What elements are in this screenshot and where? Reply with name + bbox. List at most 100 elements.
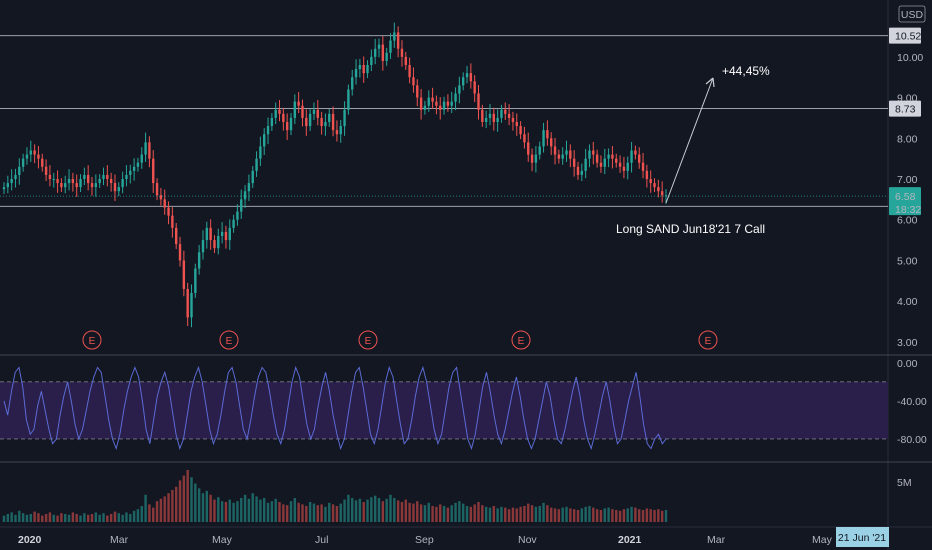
candle-body <box>37 154 40 159</box>
candle-body <box>94 183 98 188</box>
candle-body <box>52 179 55 180</box>
volume-bar <box>274 498 277 522</box>
volume-bar <box>232 502 235 522</box>
candle-body <box>144 142 147 155</box>
candle-body <box>638 154 641 163</box>
volume-bar <box>29 514 32 522</box>
earnings-marker-circle <box>82 330 102 350</box>
earnings-marker-circle <box>358 330 378 350</box>
price-tick-label: 6.00 <box>897 215 918 227</box>
volume-bar <box>6 514 10 522</box>
cci-line <box>3 365 667 451</box>
volume-bar <box>473 504 476 522</box>
candle-body <box>588 150 591 159</box>
price-tick-label: 8.00 <box>897 133 918 145</box>
candle-body <box>213 240 216 249</box>
volume-bar <box>370 497 373 522</box>
volume-bar <box>2 515 6 522</box>
candle-body <box>102 174 105 179</box>
candle-body <box>412 77 415 86</box>
candle-body <box>607 154 610 159</box>
volume-bar <box>373 495 377 522</box>
projection-arrow[interactable] <box>665 77 714 204</box>
candle-body <box>14 174 17 179</box>
volume-bar <box>362 502 365 522</box>
candle-body <box>132 166 136 171</box>
candle-body <box>396 32 400 49</box>
candle-body <box>305 117 308 127</box>
candle-body <box>527 142 530 155</box>
volume-bar <box>282 504 285 522</box>
volume-bar <box>41 515 44 522</box>
volume-bar <box>335 506 339 522</box>
volume-bar <box>592 507 595 522</box>
candle-body <box>419 97 423 110</box>
volume-bar <box>339 503 342 522</box>
volume-bar <box>446 507 450 522</box>
time-tick-label: Mar <box>110 534 129 546</box>
volume-bar <box>488 507 492 522</box>
candle-body <box>611 154 614 159</box>
candle-body <box>366 65 369 74</box>
candle-body <box>569 150 572 159</box>
volume-bar <box>599 510 603 522</box>
price-tick-label: 5.00 <box>897 255 918 267</box>
candle-body <box>557 154 561 159</box>
candle-body <box>534 154 538 163</box>
candle-body <box>289 117 293 131</box>
candle-body <box>634 150 637 155</box>
volume-bar <box>197 488 201 522</box>
candle-body <box>603 158 606 167</box>
volume-bar <box>523 506 526 522</box>
candle-body <box>576 166 580 175</box>
volume-bar <box>450 505 453 522</box>
candle-body <box>550 138 553 147</box>
volume-bar <box>435 506 438 522</box>
volume-bar <box>263 498 266 522</box>
date-tag-label: 21 Jun '21 <box>838 532 886 544</box>
volume-bar <box>297 502 300 522</box>
volume-bar <box>358 498 362 522</box>
candle-body <box>507 113 511 118</box>
volume-bar <box>550 507 553 522</box>
volume-bar <box>569 508 572 522</box>
candle-body <box>224 231 228 241</box>
candle-body <box>351 77 354 90</box>
candle-body <box>377 44 381 49</box>
volume-bar <box>266 502 270 522</box>
volume-bar <box>641 510 645 522</box>
volume-bar <box>320 504 323 522</box>
candle-body <box>312 109 316 114</box>
candle-body <box>393 32 396 41</box>
candle-body <box>6 183 10 188</box>
candle-body <box>641 162 645 171</box>
earnings-marker-circle <box>511 330 531 350</box>
volume-bar <box>56 515 59 522</box>
volume-bar <box>174 486 178 522</box>
candle-body <box>109 179 113 184</box>
volume-bar <box>205 490 209 522</box>
candle-body <box>416 85 419 98</box>
candle-body <box>125 174 128 179</box>
currency-box[interactable] <box>898 5 926 23</box>
candle-body <box>86 174 90 184</box>
volume-bar <box>102 513 105 522</box>
volume-bar <box>492 506 496 522</box>
candle-body <box>163 199 166 208</box>
candle-body <box>67 179 71 184</box>
volume-bar <box>10 512 13 522</box>
volume-bar <box>381 501 385 522</box>
candle-body <box>159 195 163 200</box>
price-tick-label: 3.00 <box>897 337 918 349</box>
volume-bar <box>159 498 163 522</box>
candle-body <box>630 150 633 163</box>
candle-body <box>504 109 507 114</box>
candle-body <box>251 170 254 184</box>
candle-body <box>320 117 323 127</box>
candle-body <box>209 227 212 241</box>
candle-body <box>530 154 534 163</box>
candle-body <box>561 154 564 159</box>
candle-body <box>373 48 377 57</box>
